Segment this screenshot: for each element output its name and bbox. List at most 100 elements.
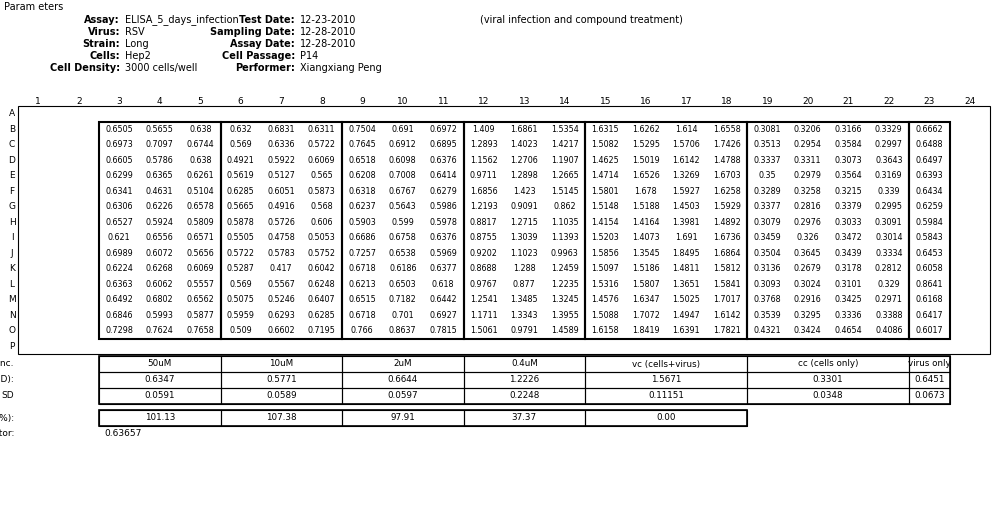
Text: 0.7195: 0.7195: [308, 326, 336, 335]
Text: 0.7182: 0.7182: [389, 295, 417, 304]
Text: L: L: [10, 280, 14, 289]
Text: 0.6058: 0.6058: [915, 264, 943, 273]
Text: 1.5088: 1.5088: [591, 311, 619, 320]
Text: 0.877: 0.877: [513, 280, 536, 289]
Text: 0.4uM: 0.4uM: [511, 359, 538, 369]
Text: 0.6318: 0.6318: [349, 187, 376, 196]
Bar: [220, 388, 342, 404]
Text: C: C: [9, 140, 15, 149]
Text: 0.6237: 0.6237: [348, 202, 376, 211]
Text: 0.3073: 0.3073: [834, 156, 862, 165]
Text: 0.329: 0.329: [877, 280, 900, 289]
Text: 0.5726: 0.5726: [267, 218, 295, 227]
Text: 0.632: 0.632: [229, 125, 252, 134]
Text: vc (cells+virus): vc (cells+virus): [632, 359, 700, 369]
Text: 0.7658: 0.7658: [186, 326, 214, 335]
Text: 1.5148: 1.5148: [591, 202, 619, 211]
Text: 0.701: 0.701: [391, 311, 414, 320]
Text: 0.5986: 0.5986: [429, 202, 457, 211]
Text: 0.6069: 0.6069: [308, 156, 336, 165]
Text: 3: 3: [116, 97, 122, 105]
Text: 0.766: 0.766: [351, 326, 374, 335]
Text: 1.3245: 1.3245: [551, 295, 579, 304]
Text: 1.4811: 1.4811: [672, 264, 700, 273]
Text: 1.6856: 1.6856: [470, 187, 498, 196]
Text: I: I: [11, 233, 13, 242]
Text: 1.3955: 1.3955: [551, 311, 579, 320]
Text: 0.568: 0.568: [310, 202, 333, 211]
Text: 0.6293: 0.6293: [267, 311, 295, 320]
Text: G: G: [8, 202, 16, 211]
Bar: [464, 356, 585, 372]
Text: 0.0597: 0.0597: [387, 392, 418, 400]
Text: 101.13: 101.13: [145, 413, 175, 423]
Text: 1.7017: 1.7017: [713, 295, 741, 304]
Text: Cells:: Cells:: [89, 51, 120, 61]
Text: 0.5984: 0.5984: [915, 218, 943, 227]
Text: 0.2971: 0.2971: [875, 295, 903, 304]
Text: 0.6226: 0.6226: [146, 202, 174, 211]
Text: 1.6142: 1.6142: [713, 311, 741, 320]
Text: 0.6562: 0.6562: [186, 295, 214, 304]
Text: 0.0673: 0.0673: [914, 392, 945, 400]
Text: 0.3768: 0.3768: [753, 295, 781, 304]
Text: 1.5188: 1.5188: [632, 202, 660, 211]
Text: E: E: [9, 171, 15, 180]
Text: 1.6526: 1.6526: [632, 171, 660, 180]
Text: 0.9711: 0.9711: [470, 171, 498, 180]
Text: 0.6718: 0.6718: [348, 264, 376, 273]
Text: 1.4164: 1.4164: [632, 218, 660, 227]
Text: 0.6279: 0.6279: [429, 187, 457, 196]
Text: 0.6451: 0.6451: [914, 376, 944, 384]
Text: 6: 6: [238, 97, 244, 105]
Text: 1.5706: 1.5706: [672, 140, 700, 149]
Text: 0.6578: 0.6578: [186, 202, 214, 211]
Text: 1.6347: 1.6347: [632, 295, 660, 304]
Bar: [99, 356, 950, 404]
Bar: [342, 372, 464, 388]
Text: 1.3981: 1.3981: [672, 218, 700, 227]
Text: 20: 20: [802, 97, 813, 105]
Text: 1.8495: 1.8495: [672, 249, 700, 258]
Text: 3000 cells/well: 3000 cells/well: [125, 63, 197, 73]
Text: 0.5075: 0.5075: [227, 295, 255, 304]
Text: 0.6248: 0.6248: [308, 280, 336, 289]
Text: 0.4631: 0.4631: [146, 187, 174, 196]
Text: Virus:: Virus:: [88, 27, 120, 37]
Text: 12-28-2010: 12-28-2010: [300, 27, 356, 37]
Text: 0.6414: 0.6414: [430, 171, 457, 180]
Text: 21: 21: [843, 97, 854, 105]
Text: 0.2679: 0.2679: [794, 264, 822, 273]
Text: 0.6407: 0.6407: [308, 295, 336, 304]
Text: 0.5809: 0.5809: [186, 218, 214, 227]
Text: 0.6503: 0.6503: [389, 280, 417, 289]
Text: 1.3651: 1.3651: [672, 280, 700, 289]
Text: 1.2893: 1.2893: [470, 140, 498, 149]
Text: 0.9202: 0.9202: [470, 249, 498, 258]
Text: 0.6846: 0.6846: [106, 311, 133, 320]
Text: 0.5665: 0.5665: [227, 202, 255, 211]
Text: 0.6758: 0.6758: [389, 233, 417, 242]
Bar: [99, 356, 220, 372]
Text: 0.5722: 0.5722: [308, 140, 336, 149]
Text: 0.6556: 0.6556: [146, 233, 174, 242]
Text: 1.5807: 1.5807: [632, 280, 660, 289]
Text: 2uM: 2uM: [394, 359, 412, 369]
Text: 10: 10: [397, 97, 409, 105]
Text: 12: 12: [478, 97, 489, 105]
Text: 13: 13: [518, 97, 530, 105]
Text: 1.4892: 1.4892: [713, 218, 741, 227]
Text: 1.1711: 1.1711: [470, 311, 498, 320]
Text: 0.6453: 0.6453: [915, 249, 943, 258]
Text: 0.618: 0.618: [432, 280, 454, 289]
Bar: [99, 410, 220, 426]
Text: Assay Date:: Assay Date:: [230, 39, 295, 49]
Text: 0.5873: 0.5873: [308, 187, 336, 196]
Text: 0.6376: 0.6376: [429, 156, 457, 165]
Text: O: O: [8, 326, 16, 335]
Text: 10uM: 10uM: [269, 359, 293, 369]
Text: 0.2248: 0.2248: [509, 392, 539, 400]
Text: 0.621: 0.621: [108, 233, 131, 242]
Text: 0.9767: 0.9767: [470, 280, 498, 289]
Text: 0.6208: 0.6208: [348, 171, 376, 180]
